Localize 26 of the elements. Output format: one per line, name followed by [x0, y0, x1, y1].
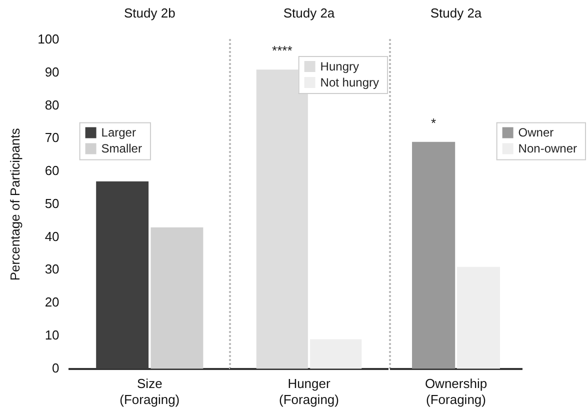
text: ****	[272, 43, 292, 58]
y-tick-label: 100	[38, 32, 60, 47]
legend-label: Hungry	[320, 59, 359, 74]
x-tick-label: Hunger (Foraging)	[279, 376, 339, 407]
chart-title: Study 2b	[124, 6, 176, 21]
chart-title: Study 2a	[283, 6, 336, 21]
y-tick-label: 90	[44, 64, 60, 80]
y-tick-label: 40	[44, 228, 60, 244]
y-tick-label: 60	[44, 163, 60, 178]
chart-title: Study 2a	[430, 6, 482, 21]
y-tick-label: 20	[44, 294, 60, 310]
legend-label: Not hungry	[320, 75, 380, 90]
legend-label: Smaller	[101, 142, 142, 156]
y-tick-label: 10	[44, 328, 60, 342]
x-tick-label: Size (Foraging)	[120, 376, 180, 407]
y-tick-label: 50	[44, 196, 60, 211]
x-tick-label: Ownership (Foraging)	[424, 376, 488, 407]
y-axis-title: Percentage of Participants	[7, 128, 22, 281]
y-tick-label: 70	[44, 130, 60, 146]
y-tick-label: 30	[44, 262, 60, 277]
legend-label: Larger	[101, 126, 136, 140]
y-tick-label: 0	[52, 360, 60, 376]
legend-label: Non-owner	[518, 142, 578, 156]
annotation: *	[431, 116, 436, 131]
legend-label: Owner	[518, 126, 554, 140]
y-tick-label: 80	[44, 97, 60, 112]
